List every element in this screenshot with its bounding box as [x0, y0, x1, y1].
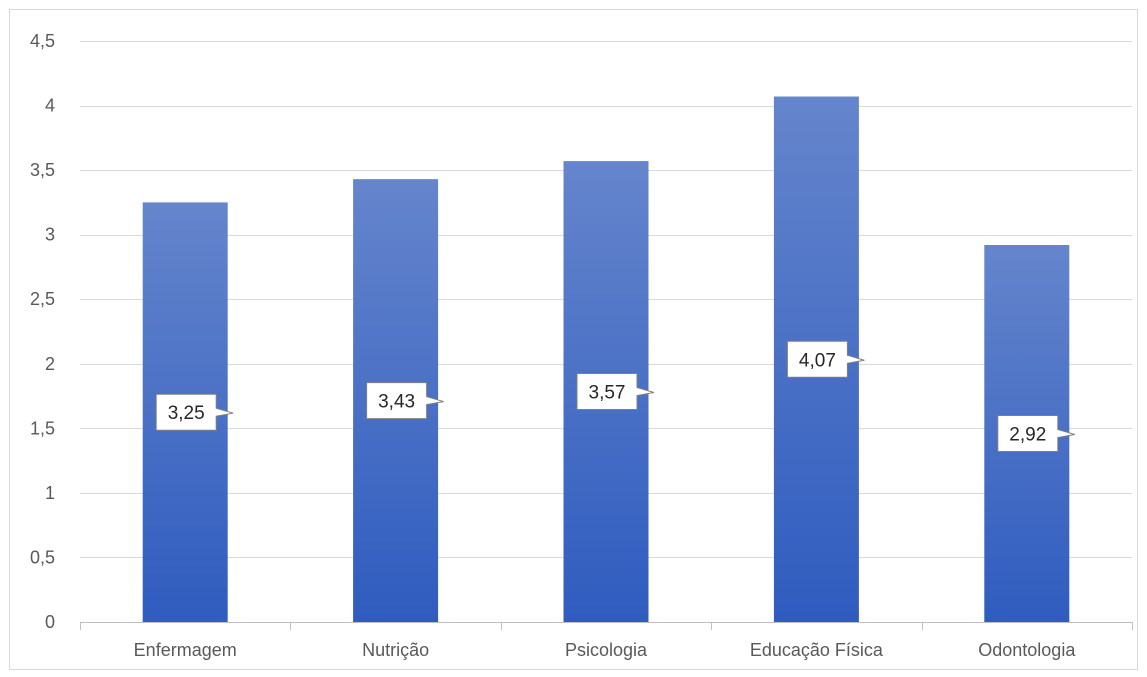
y-tick-label: 4,5	[30, 31, 55, 51]
y-tick-label: 1,5	[30, 418, 55, 438]
data-label-callout: 3,43	[366, 382, 444, 420]
data-label-box	[155, 393, 234, 431]
x-tick-label: Odontologia	[978, 640, 1076, 660]
x-tick-label: Enfermagem	[134, 640, 237, 660]
data-label: 3,57	[589, 383, 626, 404]
bars	[142, 96, 1070, 623]
y-tick-label: 0,5	[30, 547, 55, 567]
data-labels: 3,25 3,43 3,57 4,07 2,92	[155, 340, 1075, 452]
x-tick-label: Psicologia	[565, 640, 648, 660]
data-label-box	[786, 340, 865, 378]
y-tick-label: 0	[45, 612, 55, 632]
axes: 0 0,5 1 1,5 2 2,5 3 3,5 4 4,5 Enfermagem Nutrição Ps…	[30, 31, 1133, 660]
data-label-callout: 3,25	[155, 393, 234, 431]
data-label: 2,92	[1009, 424, 1046, 445]
data-label-callout: 2,92	[997, 414, 1075, 452]
data-label-box	[366, 382, 444, 420]
data-label: 3,43	[378, 392, 415, 413]
data-label: 3,25	[168, 403, 205, 424]
x-tick-label: Educação Física	[750, 640, 884, 660]
y-tick-label: 1	[45, 483, 55, 503]
y-tick-label: 2,5	[30, 289, 55, 309]
data-label-box	[576, 373, 655, 411]
y-tick-label: 2	[45, 354, 55, 374]
data-label: 4,07	[799, 350, 836, 371]
data-label-callout: 3,57	[576, 373, 655, 411]
y-tick-label: 3,5	[30, 160, 55, 180]
y-tick-label: 4	[45, 96, 55, 116]
data-label-callout: 4,07	[786, 340, 865, 378]
x-tick-label: Nutrição	[362, 640, 429, 660]
y-tick-label: 3	[45, 225, 55, 245]
data-label-box	[997, 414, 1075, 452]
